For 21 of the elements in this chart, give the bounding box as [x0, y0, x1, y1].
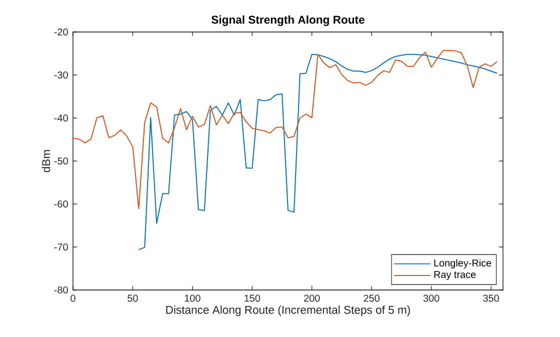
y-tick-label: -30 — [54, 71, 68, 79]
x-tick-label: 150 — [244, 294, 260, 302]
legend-label: Ray trace — [434, 271, 476, 280]
x-tick-label: 350 — [483, 294, 499, 302]
y-tick-label: -40 — [54, 114, 68, 122]
y-tick-label: -70 — [54, 243, 68, 251]
line-series — [73, 50, 498, 210]
y-tick-label: -50 — [54, 157, 68, 165]
x-tick-label: 200 — [304, 294, 320, 302]
y-axis-title: dBm — [42, 150, 50, 172]
x-tick-label: 300 — [423, 294, 440, 302]
y-tick-label: -80 — [54, 286, 68, 294]
x-tick-label: 250 — [364, 294, 380, 302]
y-tick-label: -20 — [54, 28, 68, 36]
x-axis-title: Distance Along Route (Incremental Steps of 5 m) — [166, 306, 410, 316]
y-tick-label: -60 — [54, 200, 68, 208]
legend-label: Longley-Rice — [434, 259, 492, 268]
x-tick-label: 0 — [70, 294, 76, 302]
x-tick-label: 50 — [128, 294, 138, 302]
chart-title: Signal Strength Along Route — [211, 15, 364, 26]
x-tick-label: 100 — [184, 294, 200, 302]
